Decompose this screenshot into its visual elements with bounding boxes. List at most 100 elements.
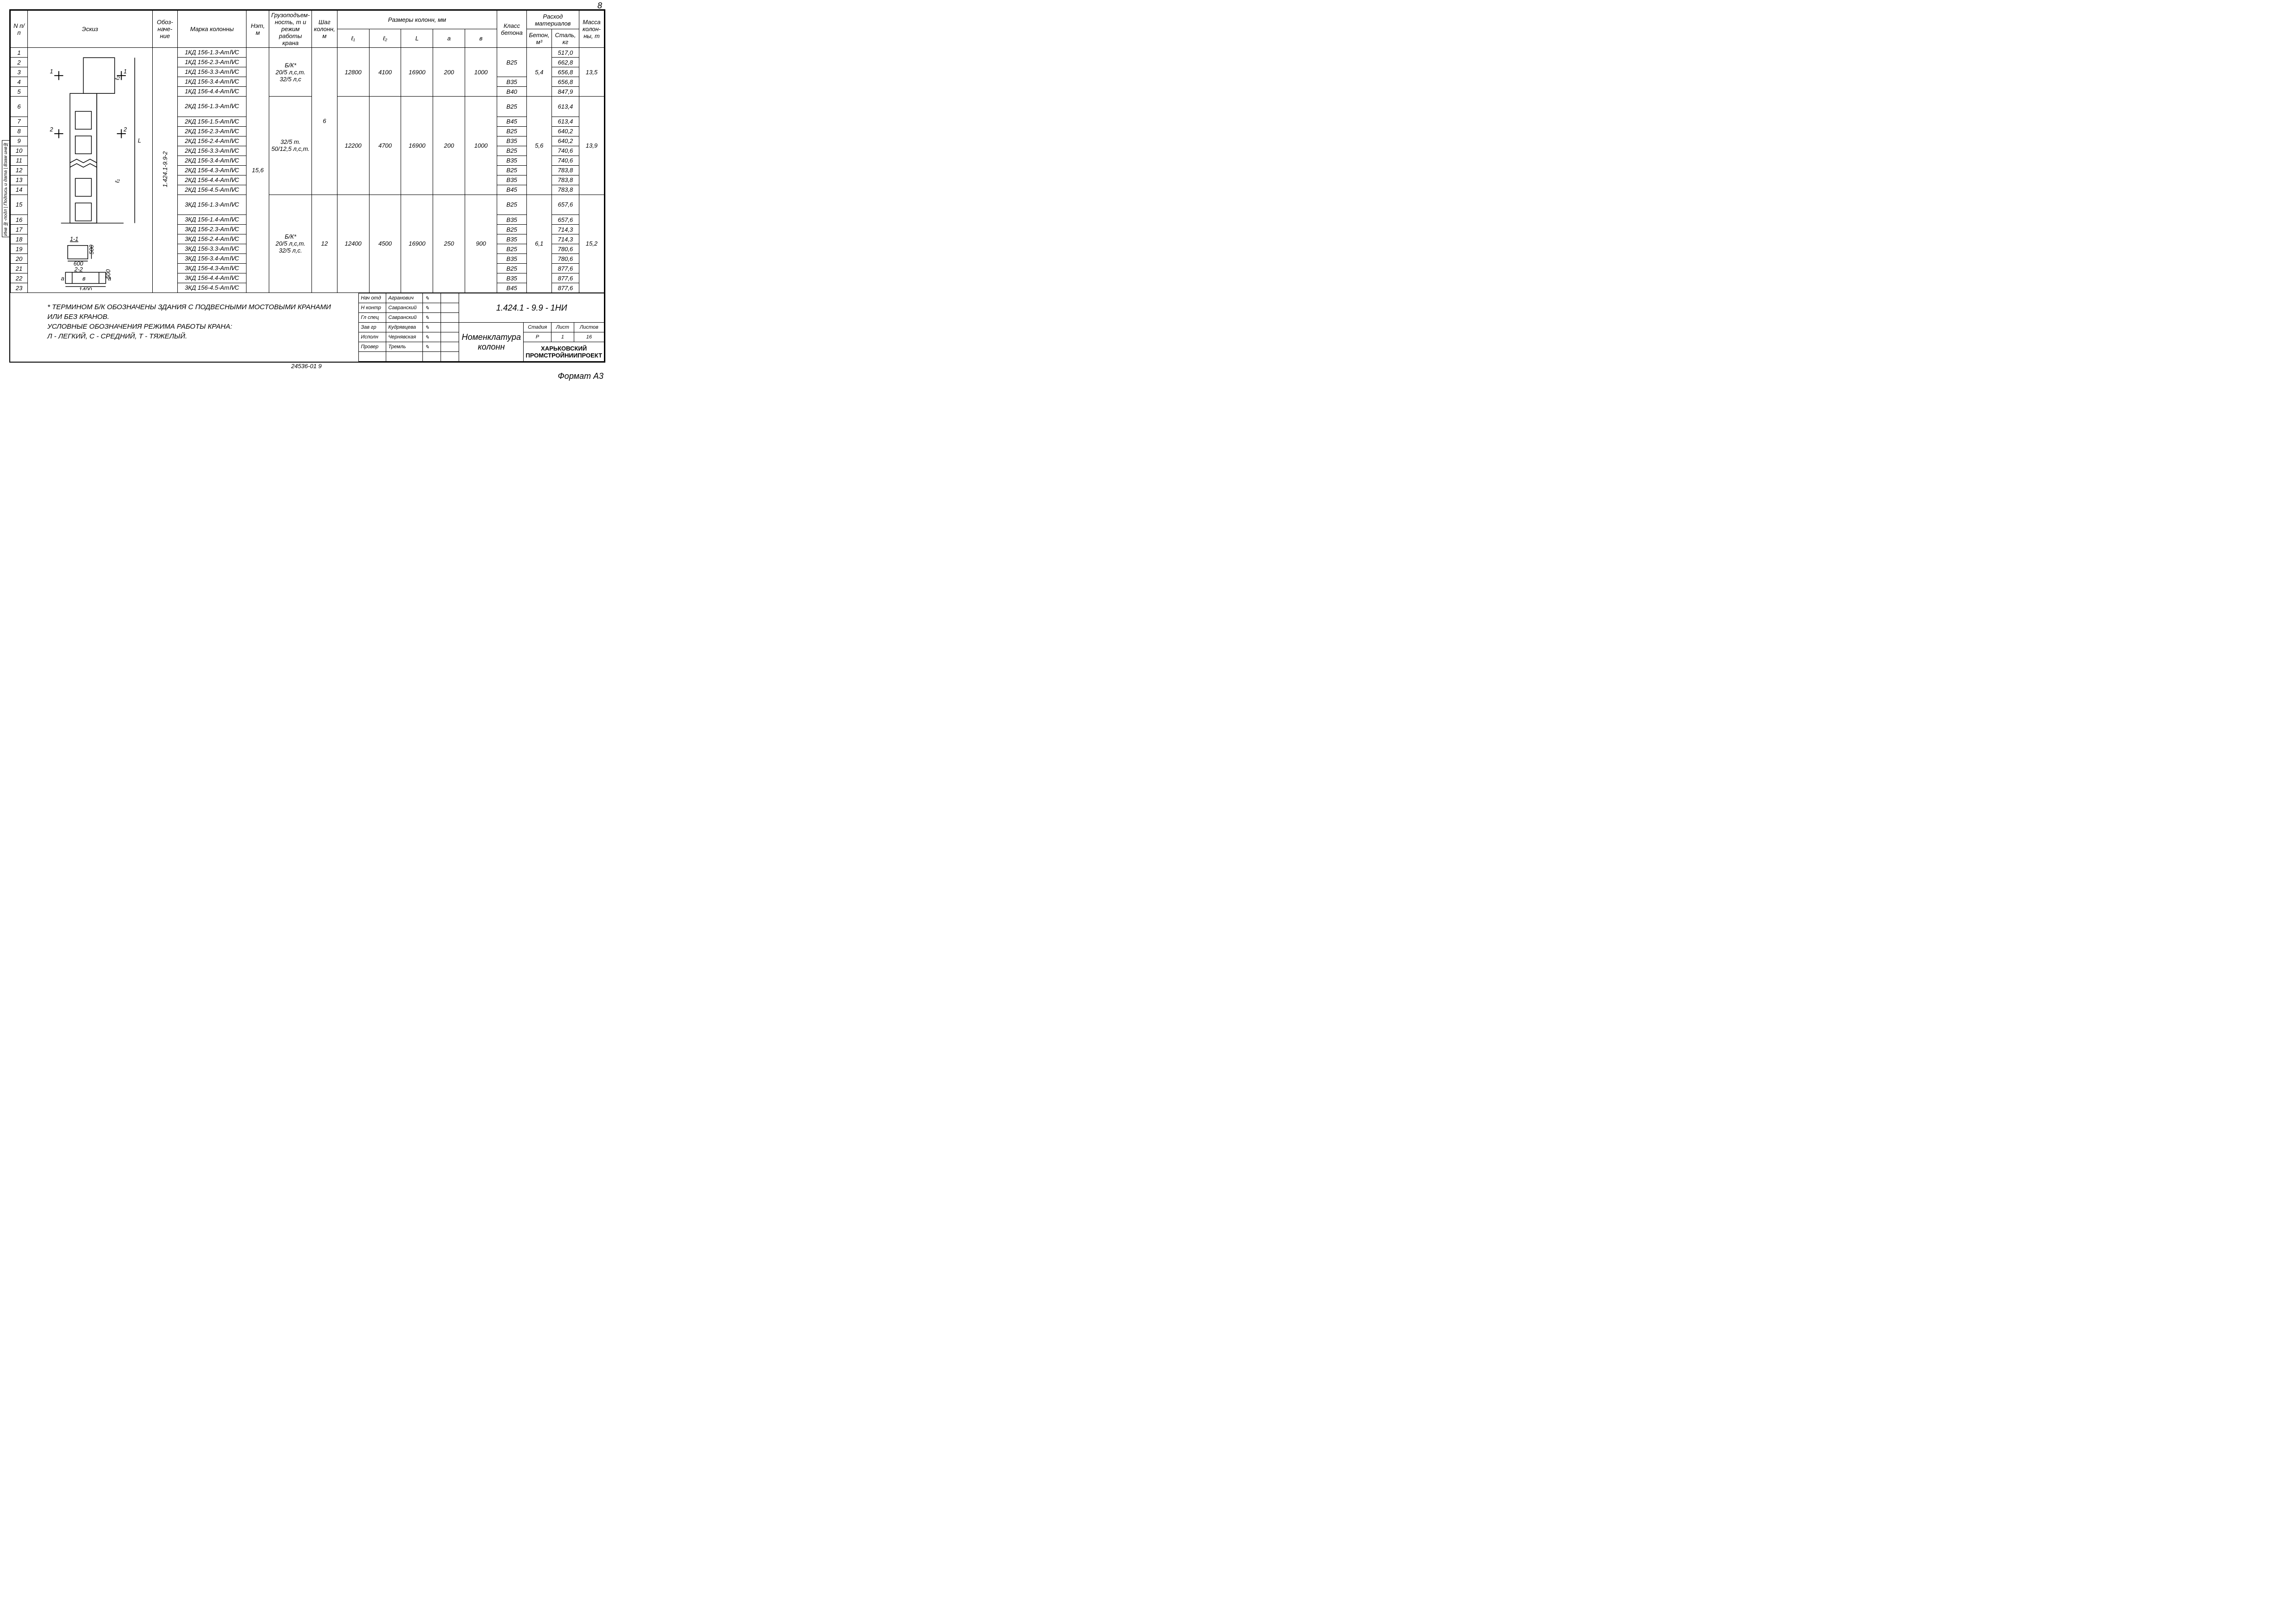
main-table: N п/п Эскиз Обоз-наче-ние Марка колонны … [10, 10, 604, 293]
row-num: 1 [11, 48, 28, 58]
l1: 12800 [337, 48, 369, 97]
table-body: 1 [11, 48, 604, 293]
sketch-cell: 11 22 L ℓ₂ ℓ₁ 1-1 600 500 2-2 aa в 1400 … [27, 48, 152, 293]
hdr-oboz: Обоз-наче-ние [152, 11, 177, 48]
b: 1000 [465, 48, 497, 97]
l2: 4100 [369, 48, 401, 97]
klass: В45 [497, 283, 527, 293]
klass: В35 [497, 77, 527, 87]
stal: 613,4 [551, 117, 579, 126]
mark: 3КД 156-3.4-АтⅣС [177, 254, 246, 264]
stal: 656,8 [551, 67, 579, 77]
row-num: 19 [11, 244, 28, 254]
klass: В25 [497, 244, 527, 254]
row-num: 23 [11, 283, 28, 293]
row-num: 3 [11, 67, 28, 77]
beton: 6,1 [526, 195, 551, 293]
klass: В40 [497, 87, 527, 97]
stal: 613,4 [551, 97, 579, 117]
mark: 2КД 156-1.5-АтⅣС [177, 117, 246, 126]
svg-text:2-2: 2-2 [74, 266, 83, 273]
stal: 714,3 [551, 225, 579, 234]
shag: 12 [312, 195, 337, 293]
mark: 1КД 156-3.3-АтⅣС [177, 67, 246, 77]
hdr-l2: ℓ₂ [369, 29, 401, 48]
stal: 740,6 [551, 146, 579, 156]
klass: В25 [497, 264, 527, 273]
hdr-L: L [401, 29, 433, 48]
mark: 3КД 156-1.4-АтⅣС [177, 215, 246, 225]
massa: 13,9 [579, 97, 604, 195]
title-block: Нач отд Агранович ✎ 1.424.1 - 9.9 - 1НИ … [358, 293, 604, 362]
klass: В45 [497, 185, 527, 195]
mark: 2КД 156-3.3-АтⅣС [177, 146, 246, 156]
klass: В25 [497, 126, 527, 136]
l1: 12200 [337, 97, 369, 195]
hdr-np: N п/п [11, 11, 28, 48]
klass: В35 [497, 254, 527, 264]
klass: В25 [497, 195, 527, 215]
stal: 780,6 [551, 254, 579, 264]
row-num: 9 [11, 136, 28, 146]
klass: В25 [497, 97, 527, 117]
stal: 783,8 [551, 165, 579, 175]
footnote: * Термином Б/К обозначены здания с подве… [29, 298, 349, 346]
page-number: 8 [597, 1, 602, 11]
stal: 780,6 [551, 244, 579, 254]
row-num: 15 [11, 195, 28, 215]
mark: 3КД 156-4.4-АтⅣС [177, 273, 246, 283]
row-num: 7 [11, 117, 28, 126]
row-num: 5 [11, 87, 28, 97]
massa: 13,5 [579, 48, 604, 97]
row-num: 12 [11, 165, 28, 175]
klass: В25 [497, 165, 527, 175]
sign: ✎ [423, 293, 441, 303]
row-num: 21 [11, 264, 28, 273]
l1: 12400 [337, 195, 369, 293]
svg-text:ℓ₁: ℓ₁ [114, 179, 120, 183]
svg-text:ℓ₂: ℓ₂ [114, 76, 120, 80]
hdr-het: Нэт, м [246, 11, 269, 48]
stal: 656,8 [551, 77, 579, 87]
drawing-sheet: 8 Инв №-подл | Подпись и дата | Взам инв… [9, 9, 605, 363]
mark: 2КД 156-2.4-АтⅣС [177, 136, 246, 146]
klass: В35 [497, 273, 527, 283]
hdr-shag: Шаг колонн, м [312, 11, 337, 48]
hdr-stal: Сталь, кг [551, 29, 579, 48]
klass: В25 [497, 48, 527, 77]
hdr-eskiz: Эскиз [27, 11, 152, 48]
massa: 15,2 [579, 195, 604, 293]
mark: 1КД 156-2.3-АтⅣС [177, 58, 246, 67]
svg-text:1400: 1400 [79, 286, 92, 290]
row-num: 14 [11, 185, 28, 195]
L: 16900 [401, 195, 433, 293]
a: 250 [433, 195, 465, 293]
date [441, 293, 459, 303]
hdr-klass: Класс бетона [497, 11, 527, 48]
series-label: 1.424.1-9.9-2 [152, 48, 177, 293]
stal: 640,2 [551, 136, 579, 146]
mark: 1КД 156-1.3-АтⅣС [177, 48, 246, 58]
klass: В35 [497, 136, 527, 146]
b: 1000 [465, 97, 497, 195]
shag: 6 [312, 48, 337, 195]
L: 16900 [401, 48, 433, 97]
row-num: 4 [11, 77, 28, 87]
stal: 657,6 [551, 195, 579, 215]
mark: 3КД 156-4.3-АтⅣС [177, 264, 246, 273]
stal: 657,6 [551, 215, 579, 225]
gruz: 32/5 т.50/12,5 л,с,т. [269, 97, 312, 195]
stal: 847,9 [551, 87, 579, 97]
svg-text:2: 2 [123, 126, 127, 133]
mark: 2КД 156-4.3-АтⅣС [177, 165, 246, 175]
L: 16900 [401, 97, 433, 195]
drawing-code: 1.424.1 - 9.9 - 1НИ [459, 293, 604, 323]
hdr-l1: ℓ₁ [337, 29, 369, 48]
row-num: 22 [11, 273, 28, 283]
mark: 2КД 156-4.5-АтⅣС [177, 185, 246, 195]
mark: 3КД 156-3.3-АтⅣС [177, 244, 246, 254]
row-num: 13 [11, 175, 28, 185]
hdr-b: в [465, 29, 497, 48]
hdr-marka: Марка колонны [177, 11, 246, 48]
l2: 4500 [369, 195, 401, 293]
